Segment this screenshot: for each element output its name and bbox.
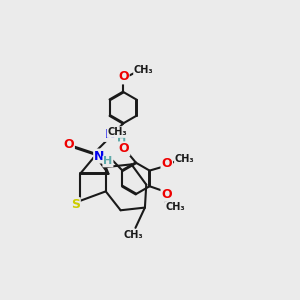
Text: O: O [161,188,172,201]
Text: CH₃: CH₃ [165,202,185,212]
Text: N: N [94,149,104,163]
Text: CH₃: CH₃ [134,65,154,75]
Text: CH₃: CH₃ [107,127,127,137]
Text: H: H [117,134,126,144]
Text: H: H [103,156,112,167]
Text: CH₃: CH₃ [123,230,143,240]
Text: S: S [71,198,80,211]
Text: O: O [119,142,129,155]
Text: O: O [63,138,74,151]
Text: N: N [104,128,115,141]
Text: O: O [161,157,172,170]
Text: O: O [118,70,129,83]
Text: CH₃: CH₃ [175,154,194,164]
